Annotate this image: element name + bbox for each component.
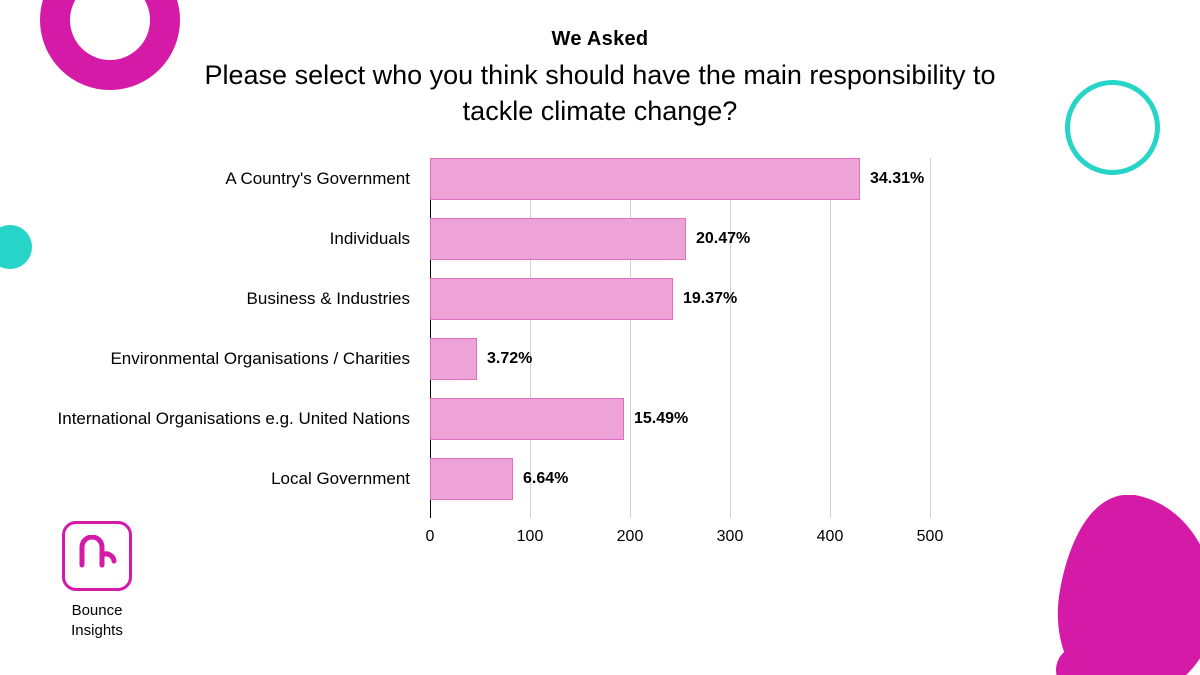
bar-row: 19.37% — [430, 278, 737, 320]
brand-name-line2: Insights — [71, 622, 123, 639]
bar — [430, 278, 673, 320]
x-gridline — [730, 158, 731, 518]
bar-value-label: 20.47% — [696, 230, 750, 248]
bar — [430, 158, 860, 200]
header: We Asked Please select who you think sho… — [0, 28, 1200, 130]
category-label: Individuals — [10, 229, 410, 249]
x-gridline — [830, 158, 831, 518]
bar — [430, 398, 624, 440]
category-label: International Organisations e.g. United … — [10, 409, 410, 429]
question-text: Please select who you think should have … — [190, 57, 1010, 130]
x-tick-label: 400 — [817, 528, 844, 546]
brand-logo-icon — [62, 521, 132, 591]
bar-row: 34.31% — [430, 158, 924, 200]
plot-area: 0100200300400500A Country's Government34… — [430, 158, 930, 518]
brand-name-line1: Bounce — [72, 602, 123, 619]
bar-row: 15.49% — [430, 398, 688, 440]
bar-row: 20.47% — [430, 218, 750, 260]
bar-chart: 0100200300400500A Country's Government34… — [430, 158, 970, 558]
x-tick-label: 300 — [717, 528, 744, 546]
brand-name: Bounce Insights — [62, 601, 132, 640]
x-tick-label: 100 — [517, 528, 544, 546]
x-gridline — [630, 158, 631, 518]
bar-row: 6.64% — [430, 458, 568, 500]
bar-value-label: 34.31% — [870, 170, 924, 188]
bar-value-label: 6.64% — [523, 470, 568, 488]
bar — [430, 458, 513, 500]
category-label: Local Government — [10, 469, 410, 489]
kicker-label: We Asked — [0, 28, 1200, 51]
x-tick-label: 0 — [426, 528, 435, 546]
category-label: A Country's Government — [10, 169, 410, 189]
x-gridline — [930, 158, 931, 518]
category-label: Business & Industries — [10, 289, 410, 309]
bar — [430, 218, 686, 260]
x-tick-label: 500 — [917, 528, 944, 546]
brand-block: Bounce Insights — [62, 521, 132, 640]
bar-row: 3.72% — [430, 338, 532, 380]
bar-value-label: 3.72% — [487, 350, 532, 368]
bar — [430, 338, 477, 380]
bar-value-label: 19.37% — [683, 290, 737, 308]
category-label: Environmental Organisations / Charities — [10, 349, 410, 369]
bar-value-label: 15.49% — [634, 410, 688, 428]
x-tick-label: 200 — [617, 528, 644, 546]
decoration-blob-magenta — [1050, 495, 1200, 675]
